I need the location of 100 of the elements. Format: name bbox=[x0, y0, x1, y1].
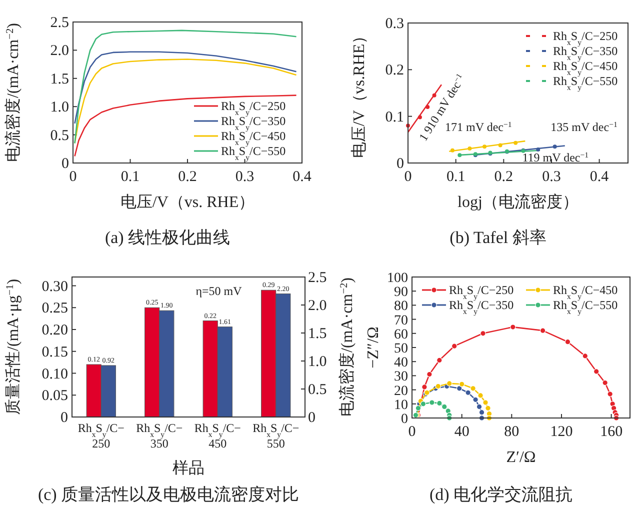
point bbox=[478, 409, 485, 416]
legend-label: Rh$_{x}$S$_{y}$/C−250 bbox=[221, 99, 286, 116]
x-axis-title: 电压/V（vs. RHE） bbox=[120, 193, 255, 211]
x-tick-label: 120 bbox=[550, 424, 573, 440]
point bbox=[426, 371, 432, 378]
y2-tick-label: 2.5 bbox=[308, 270, 327, 286]
text: (a) 线性极化曲线 bbox=[104, 228, 230, 247]
point bbox=[510, 324, 516, 330]
x-tick-label: Rh$_{x}$S$_{y}$/C− 250 bbox=[78, 421, 125, 451]
point bbox=[472, 396, 478, 403]
x-axis-title: logj（电流密度） bbox=[458, 193, 578, 211]
x-tick-label: 0.3 bbox=[235, 169, 254, 185]
point bbox=[456, 385, 462, 392]
legend-label: Rh$_{x}$S$_{y}$/C−450 bbox=[553, 283, 618, 300]
text: (c) 质量活性以及电极电流密度对比 bbox=[38, 485, 300, 504]
point bbox=[458, 381, 465, 388]
y-axis-title: 电压/V（vs.RHE） bbox=[350, 28, 368, 158]
x-axis-title: 样品 bbox=[172, 459, 204, 477]
y-tick-label: 70 bbox=[394, 313, 408, 328]
line-series bbox=[74, 51, 297, 124]
y-tick-label: 0.5 bbox=[50, 128, 69, 144]
point bbox=[451, 343, 458, 349]
y-tick-label: 60 bbox=[394, 327, 408, 342]
y-tick-label: 0.20 bbox=[42, 322, 68, 338]
point bbox=[607, 391, 613, 397]
point bbox=[602, 380, 608, 386]
y-tick-label: 50 bbox=[394, 342, 408, 356]
y-tick-label: 0 bbox=[62, 156, 69, 172]
y2-tick-label: 2.0 bbox=[308, 298, 327, 314]
y-tick-label: 0.1 bbox=[385, 109, 404, 126]
point bbox=[441, 404, 448, 410]
y-tick-label: 0 bbox=[60, 410, 68, 426]
y-tick-label: 0.05 bbox=[42, 388, 68, 404]
point bbox=[468, 146, 472, 151]
point bbox=[420, 401, 426, 407]
x-tick-label: Rh$_{x}$S$_{y}$/C− 450 bbox=[194, 421, 242, 451]
annotation: 119 mV dec$^{−1}$ bbox=[522, 150, 589, 165]
x-tick-label: Rh$_{x}$S$_{y}$/C− 350 bbox=[136, 421, 183, 451]
point bbox=[436, 400, 442, 406]
y-tick-label: 0.30 bbox=[42, 278, 68, 295]
x-tick-label: 80 bbox=[504, 424, 520, 440]
text: (d) 电化学交流阻抗 bbox=[429, 485, 573, 504]
y-tick-label: 80 bbox=[394, 299, 408, 314]
annotation: 135 mV dec$^{−1}$ bbox=[550, 119, 618, 134]
x-tick-label: 0.4 bbox=[590, 169, 610, 185]
y2-tick-label: 0.5 bbox=[308, 382, 327, 398]
point bbox=[465, 390, 471, 396]
y-tick-label: 90 bbox=[394, 285, 408, 300]
point bbox=[435, 383, 442, 390]
y-tick-label: 0 bbox=[396, 156, 404, 172]
point bbox=[446, 380, 452, 386]
legend-label: Rh$_{x}$S$_{y}$/C−250 bbox=[449, 283, 514, 300]
y-tick-label: 2.0 bbox=[50, 43, 69, 60]
y2-tick-label: 0 bbox=[308, 410, 316, 426]
x-tick-label: 0.1 bbox=[120, 169, 140, 185]
y-tick-label: 0.25 bbox=[42, 300, 68, 317]
point bbox=[540, 328, 546, 334]
x-tick-label: 0.4 bbox=[292, 169, 312, 185]
point bbox=[422, 384, 428, 390]
point bbox=[536, 147, 540, 152]
point bbox=[482, 144, 487, 149]
point bbox=[564, 338, 571, 345]
annotation: 171 mV dec$^{−1}$ bbox=[445, 119, 512, 134]
y-tick-label: 40 bbox=[394, 356, 408, 371]
point bbox=[478, 392, 484, 398]
point bbox=[482, 400, 488, 406]
point bbox=[426, 105, 430, 109]
x-tick-label: 160 bbox=[600, 424, 623, 440]
point bbox=[485, 405, 491, 412]
x-tick-label: Rh$_{x}$S$_{y}$/C− 550 bbox=[252, 421, 300, 451]
point bbox=[450, 148, 454, 152]
point bbox=[470, 385, 476, 392]
x-tick-label: 0.1 bbox=[446, 169, 466, 185]
point bbox=[429, 400, 435, 406]
x-tick-label: 0.2 bbox=[494, 169, 514, 185]
y-tick-label: 0.2 bbox=[385, 62, 404, 79]
annotation: η=50 mV bbox=[196, 284, 242, 298]
y-tick-label: 1.0 bbox=[50, 100, 69, 116]
y-tick-label: 0.10 bbox=[42, 366, 68, 382]
point bbox=[436, 357, 442, 364]
point bbox=[418, 115, 422, 120]
point bbox=[476, 404, 482, 410]
y-tick-label: 20 bbox=[394, 384, 408, 399]
point bbox=[593, 368, 600, 374]
point bbox=[514, 140, 518, 145]
x-tick-label: 0.2 bbox=[178, 169, 197, 185]
point bbox=[480, 330, 486, 336]
point bbox=[498, 143, 502, 148]
y2-tick-label: 1.5 bbox=[308, 326, 327, 342]
y-tick-label: 100 bbox=[387, 271, 408, 286]
point bbox=[582, 353, 588, 359]
x-tick-label: 0.3 bbox=[542, 169, 561, 185]
y-tick-label: 0.15 bbox=[42, 344, 68, 360]
y-tick-label: 2.5 bbox=[50, 15, 69, 31]
x-axis-title: Z′/Ω bbox=[506, 449, 536, 466]
y-tick-label: 0.3 bbox=[385, 16, 404, 32]
point bbox=[458, 153, 462, 158]
y-axis-title: −Z″/Ω bbox=[365, 326, 382, 368]
y2-tick-label: 1.0 bbox=[308, 354, 327, 370]
y-tick-label: 10 bbox=[394, 398, 408, 413]
